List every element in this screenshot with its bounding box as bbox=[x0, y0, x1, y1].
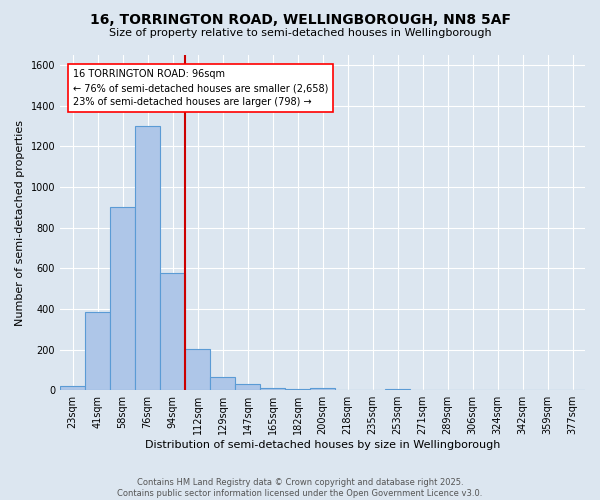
Bar bbox=[110, 208, 135, 390]
Bar bbox=[235, 384, 260, 390]
Bar bbox=[285, 389, 310, 390]
Bar bbox=[385, 388, 410, 390]
Bar bbox=[135, 126, 160, 390]
Bar bbox=[260, 388, 285, 390]
X-axis label: Distribution of semi-detached houses by size in Wellingborough: Distribution of semi-detached houses by … bbox=[145, 440, 500, 450]
Text: 16 TORRINGTON ROAD: 96sqm
← 76% of semi-detached houses are smaller (2,658)
23% : 16 TORRINGTON ROAD: 96sqm ← 76% of semi-… bbox=[73, 69, 328, 107]
Y-axis label: Number of semi-detached properties: Number of semi-detached properties bbox=[15, 120, 25, 326]
Bar bbox=[60, 386, 85, 390]
Bar bbox=[85, 312, 110, 390]
Bar bbox=[210, 377, 235, 390]
Bar bbox=[310, 388, 335, 390]
Bar bbox=[160, 274, 185, 390]
Text: Size of property relative to semi-detached houses in Wellingborough: Size of property relative to semi-detach… bbox=[109, 28, 491, 38]
Bar bbox=[185, 348, 210, 390]
Text: 16, TORRINGTON ROAD, WELLINGBOROUGH, NN8 5AF: 16, TORRINGTON ROAD, WELLINGBOROUGH, NN8… bbox=[89, 12, 511, 26]
Text: Contains HM Land Registry data © Crown copyright and database right 2025.
Contai: Contains HM Land Registry data © Crown c… bbox=[118, 478, 482, 498]
